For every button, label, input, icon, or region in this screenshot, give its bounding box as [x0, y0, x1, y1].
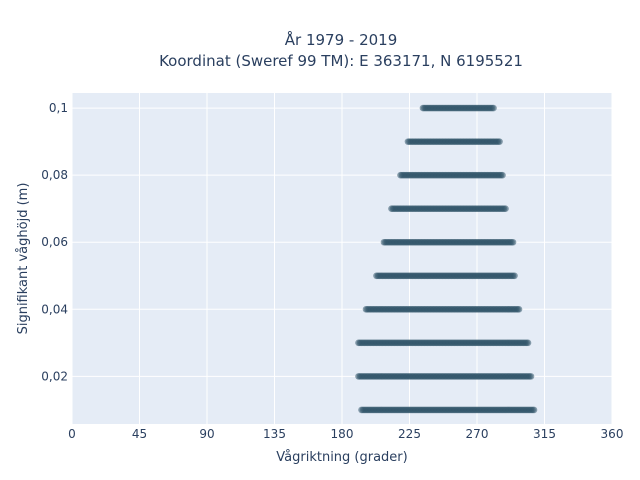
x-tick-label: 270 — [466, 427, 489, 441]
x-tick-label: 225 — [398, 427, 421, 441]
data-point — [499, 171, 506, 179]
chart-title-line-2: Koordinat (Sweref 99 TM): E 363171, N 61… — [159, 52, 523, 70]
data-point — [496, 138, 503, 145]
data-point — [509, 238, 517, 246]
data-point — [502, 205, 509, 212]
x-tick-label: 315 — [533, 427, 556, 441]
y-tick-label: 0,08 — [41, 168, 68, 182]
chart-title-line-1: År 1979 - 2019 — [285, 30, 398, 49]
x-tick-label: 360 — [601, 427, 624, 441]
x-axis-title: Vågriktning (grader) — [276, 450, 407, 465]
y-tick-label: 0,1 — [49, 101, 68, 115]
data-point — [511, 272, 518, 280]
chart-title: År 1979 - 2019 Koordinat (Sweref 99 TM): … — [159, 30, 523, 70]
y-tick-label: 0,06 — [41, 235, 68, 249]
data-point — [490, 104, 497, 112]
data-point — [527, 373, 535, 380]
x-tick-labels: 0 45 90 135 180 225 270 315 360 — [68, 427, 623, 441]
x-tick-label: 45 — [132, 427, 147, 441]
y-tick-label: 0,04 — [41, 302, 68, 316]
y-tick-labels: 0,02 0,04 0,06 0,08 0,1 — [41, 101, 68, 383]
data-point — [515, 306, 523, 313]
y-axis-title: Signifikant våghöjd (m) — [16, 183, 31, 335]
x-tick-label: 90 — [199, 427, 214, 441]
y-tick-label: 0,02 — [41, 369, 68, 383]
x-tick-label: 135 — [263, 427, 286, 441]
data-point — [524, 339, 532, 347]
x-tick-label: 0 — [68, 427, 76, 441]
x-gridlines — [71, 93, 613, 424]
data-point — [530, 406, 538, 414]
x-tick-label: 180 — [331, 427, 354, 441]
data-markers — [355, 104, 538, 414]
